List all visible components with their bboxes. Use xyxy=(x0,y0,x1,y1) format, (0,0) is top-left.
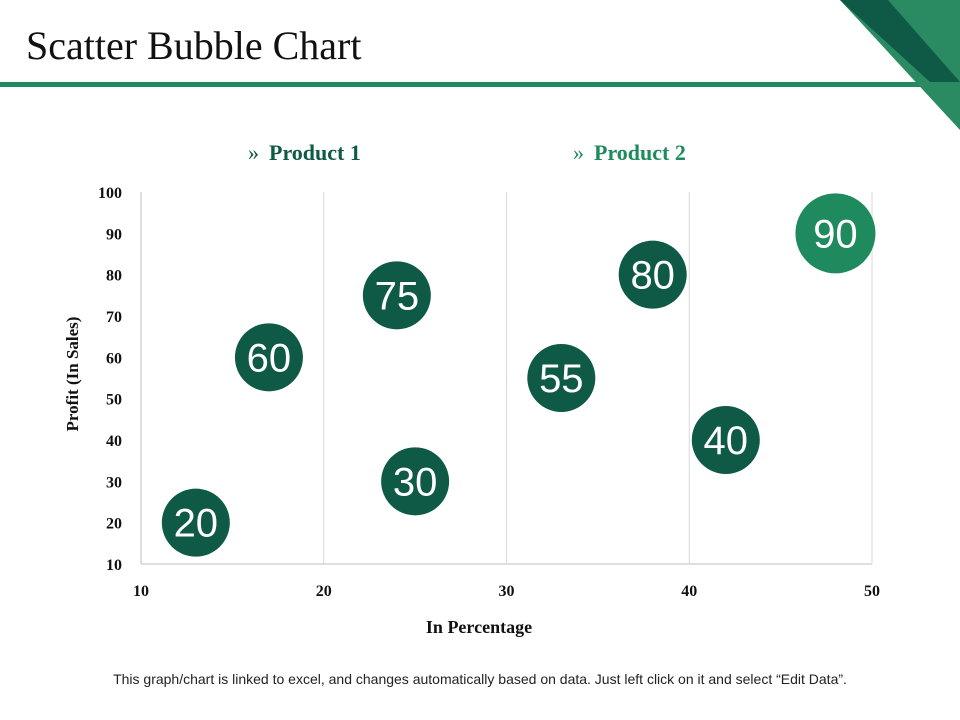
x-tick-label: 10 xyxy=(133,583,149,600)
bubble-data-label: 60 xyxy=(247,336,292,380)
x-tick-label: 30 xyxy=(499,583,515,600)
data-bubble xyxy=(161,488,230,557)
y-axis-title: Profit (In Sales) xyxy=(63,317,82,432)
y-tick-label: 70 xyxy=(106,309,122,326)
corner-decoration xyxy=(840,0,960,130)
data-bubble xyxy=(381,447,450,516)
y-tick-label: 100 xyxy=(98,185,122,202)
y-tick-label: 40 xyxy=(106,433,122,450)
x-axis-title: In Percentage xyxy=(426,617,532,637)
legend-label: Product 1 xyxy=(269,140,361,165)
y-tick-label: 60 xyxy=(106,350,122,367)
footnote: This graph/chart is linked to excel, and… xyxy=(113,671,847,687)
y-tick-label: 20 xyxy=(106,516,122,533)
y-tick-label: 50 xyxy=(106,392,122,409)
data-bubble xyxy=(527,344,596,412)
bubble-data-label: 90 xyxy=(813,212,858,256)
bubble-data-label: 40 xyxy=(704,419,749,463)
bubble-data-label: 20 xyxy=(174,502,219,546)
legend-marker-icon: » xyxy=(573,140,584,165)
legend-item-product-2[interactable]: » Product 2 xyxy=(573,140,686,166)
bubble-data-label: 80 xyxy=(630,254,675,298)
data-bubble xyxy=(362,261,431,330)
bubble-data-label: 30 xyxy=(393,460,438,504)
x-tick-label: 50 xyxy=(864,583,880,600)
legend-label: Product 2 xyxy=(594,140,686,165)
x-tick-label: 40 xyxy=(681,583,697,600)
legend-marker-icon: » xyxy=(248,140,259,165)
legend-item-product-1[interactable]: » Product 1 xyxy=(248,140,361,166)
y-tick-label: 80 xyxy=(106,268,122,285)
data-bubble xyxy=(618,240,687,309)
bubble-data-label: 55 xyxy=(539,357,584,401)
data-bubble xyxy=(234,323,303,392)
y-tick-label: 90 xyxy=(106,226,122,243)
y-tick-label: 30 xyxy=(106,474,122,491)
y-tick-label: 10 xyxy=(106,557,122,574)
bubble-data-label: 75 xyxy=(375,274,420,318)
data-bubble xyxy=(691,406,760,474)
title-rule xyxy=(0,82,928,87)
slide-title: Scatter Bubble Chart xyxy=(26,23,362,68)
data-bubble xyxy=(795,193,876,274)
x-tick-label: 20 xyxy=(316,583,332,600)
